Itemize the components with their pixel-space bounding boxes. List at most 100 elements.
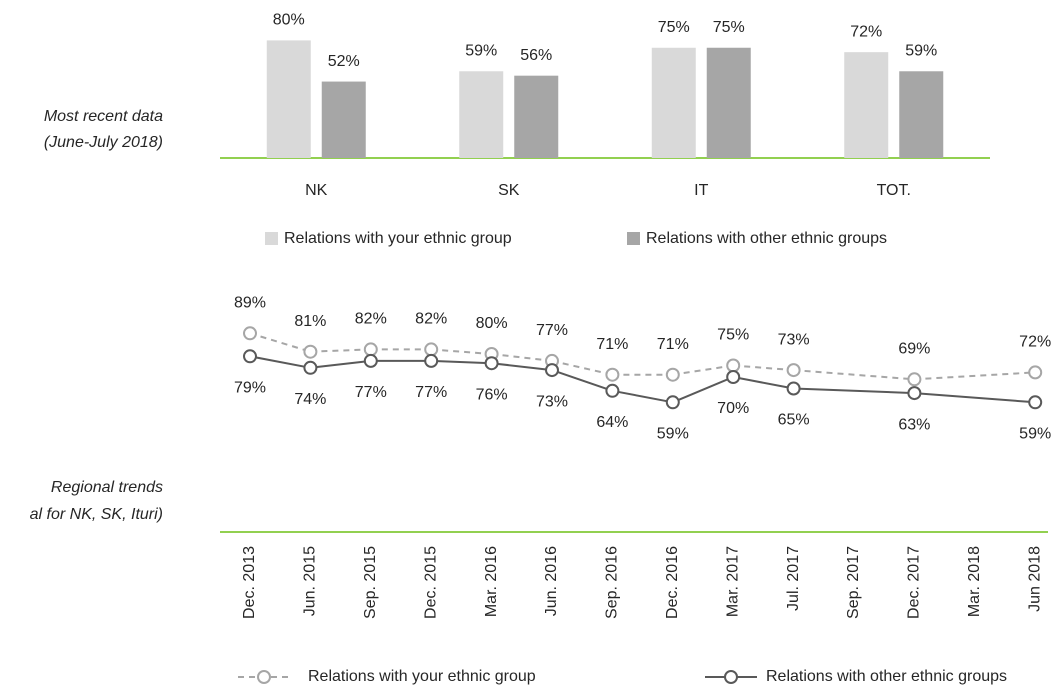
- data-label: 81%: [294, 313, 326, 330]
- line-segment: [793, 387, 915, 395]
- data-label: 72%: [1019, 334, 1051, 351]
- point: [907, 372, 922, 387]
- data-label: 69%: [898, 341, 930, 358]
- line-segment: [733, 376, 794, 390]
- x-tick-label: Sep. 2015: [362, 546, 379, 619]
- x-tick-label: Dec. 2017: [906, 546, 923, 619]
- bar: [459, 71, 504, 158]
- x-tick-label: Mar. 2017: [724, 546, 741, 617]
- data-label: 79%: [234, 380, 266, 397]
- x-tick-label: IT: [694, 182, 708, 199]
- line-segment: [612, 389, 673, 404]
- line-segment: [310, 348, 371, 353]
- data-label: 71%: [596, 336, 628, 353]
- data-label: 80%: [273, 12, 305, 29]
- x-tick-label: Jun. 2016: [543, 546, 560, 616]
- side-label: Most recent data: [44, 108, 163, 125]
- point: [1028, 365, 1043, 380]
- x-tick-label: TOT.: [877, 182, 911, 199]
- data-label: 73%: [778, 331, 810, 348]
- point: [726, 370, 741, 384]
- bar: [514, 75, 559, 158]
- side-label: (June-July 2018): [44, 134, 163, 151]
- legend-marker: [257, 670, 271, 684]
- x-tick-label: Jun. 2015: [302, 546, 319, 616]
- data-label: 73%: [536, 393, 568, 410]
- point: [243, 326, 257, 341]
- x-tick-label: Sep. 2016: [604, 546, 621, 619]
- legend-label: Relations with your ethnic group: [284, 230, 512, 247]
- data-label: 82%: [355, 311, 387, 328]
- line-segment: [733, 364, 794, 372]
- legend-label: Relations with other ethnic groups: [766, 668, 1007, 685]
- line-segment: [914, 392, 1036, 404]
- line-segment: [249, 332, 311, 353]
- x-tick-label: Dec. 2015: [422, 546, 439, 619]
- bar: [899, 71, 944, 158]
- line-segment: [249, 355, 311, 369]
- x-tick-label: Dec. 2016: [664, 546, 681, 619]
- point: [363, 353, 378, 368]
- line-segment: [491, 353, 553, 362]
- data-label: 59%: [905, 42, 937, 59]
- legend-label: Relations with other ethnic groups: [646, 230, 887, 247]
- data-label: 75%: [717, 327, 749, 344]
- x-tick-label: Sep. 2017: [845, 546, 862, 619]
- data-label: 56%: [520, 47, 552, 64]
- line-segment: [310, 359, 371, 369]
- data-label: 75%: [713, 19, 745, 36]
- line-segment: [431, 348, 492, 355]
- legend-label: Relations with your ethnic group: [308, 668, 536, 685]
- x-tick-label: SK: [498, 182, 520, 199]
- line-segment: [672, 376, 734, 404]
- data-label: 82%: [415, 311, 447, 328]
- point: [424, 353, 439, 368]
- legend-swatch: [265, 232, 278, 245]
- line-segment: [914, 371, 1036, 381]
- data-label: 77%: [355, 384, 387, 401]
- point: [1028, 395, 1043, 410]
- data-label: 76%: [476, 386, 508, 403]
- side-label: al for NK, SK, Ituri): [30, 506, 163, 523]
- point: [363, 342, 378, 357]
- line-segment: [793, 369, 915, 381]
- data-label: 59%: [465, 42, 497, 59]
- bar: [844, 52, 889, 158]
- point: [303, 360, 318, 375]
- line-segment: [551, 369, 613, 392]
- data-label: 75%: [658, 19, 690, 36]
- x-tick-label: NK: [305, 182, 328, 199]
- point: [605, 383, 620, 398]
- line-segment: [672, 364, 734, 376]
- point: [786, 363, 801, 378]
- point: [484, 356, 499, 371]
- legend-swatch: [627, 232, 640, 245]
- data-label: 52%: [328, 53, 360, 70]
- x-tick-label: Jun 2018: [1026, 546, 1043, 612]
- data-label: 59%: [1019, 426, 1051, 443]
- line-segment: [431, 359, 492, 365]
- data-label: 89%: [234, 295, 266, 312]
- data-label: 74%: [294, 391, 326, 408]
- bar: [266, 40, 311, 158]
- point: [424, 342, 439, 357]
- x-tick-label: Mar. 2018: [966, 546, 983, 617]
- point: [303, 344, 318, 359]
- point: [605, 367, 620, 382]
- data-label: 77%: [415, 384, 447, 401]
- point: [786, 381, 801, 396]
- point: [665, 395, 680, 410]
- data-label: 63%: [898, 416, 930, 433]
- x-tick-label: Dec. 2013: [241, 546, 258, 619]
- point: [545, 363, 559, 378]
- point: [726, 358, 741, 373]
- side-label: Regional trends: [51, 479, 163, 496]
- bar: [321, 81, 366, 158]
- point: [243, 349, 257, 364]
- data-label: 70%: [717, 400, 749, 417]
- bar: [651, 47, 696, 158]
- x-tick-label: Mar. 2016: [483, 546, 500, 617]
- data-label: 77%: [536, 322, 568, 339]
- data-label: 80%: [476, 315, 508, 332]
